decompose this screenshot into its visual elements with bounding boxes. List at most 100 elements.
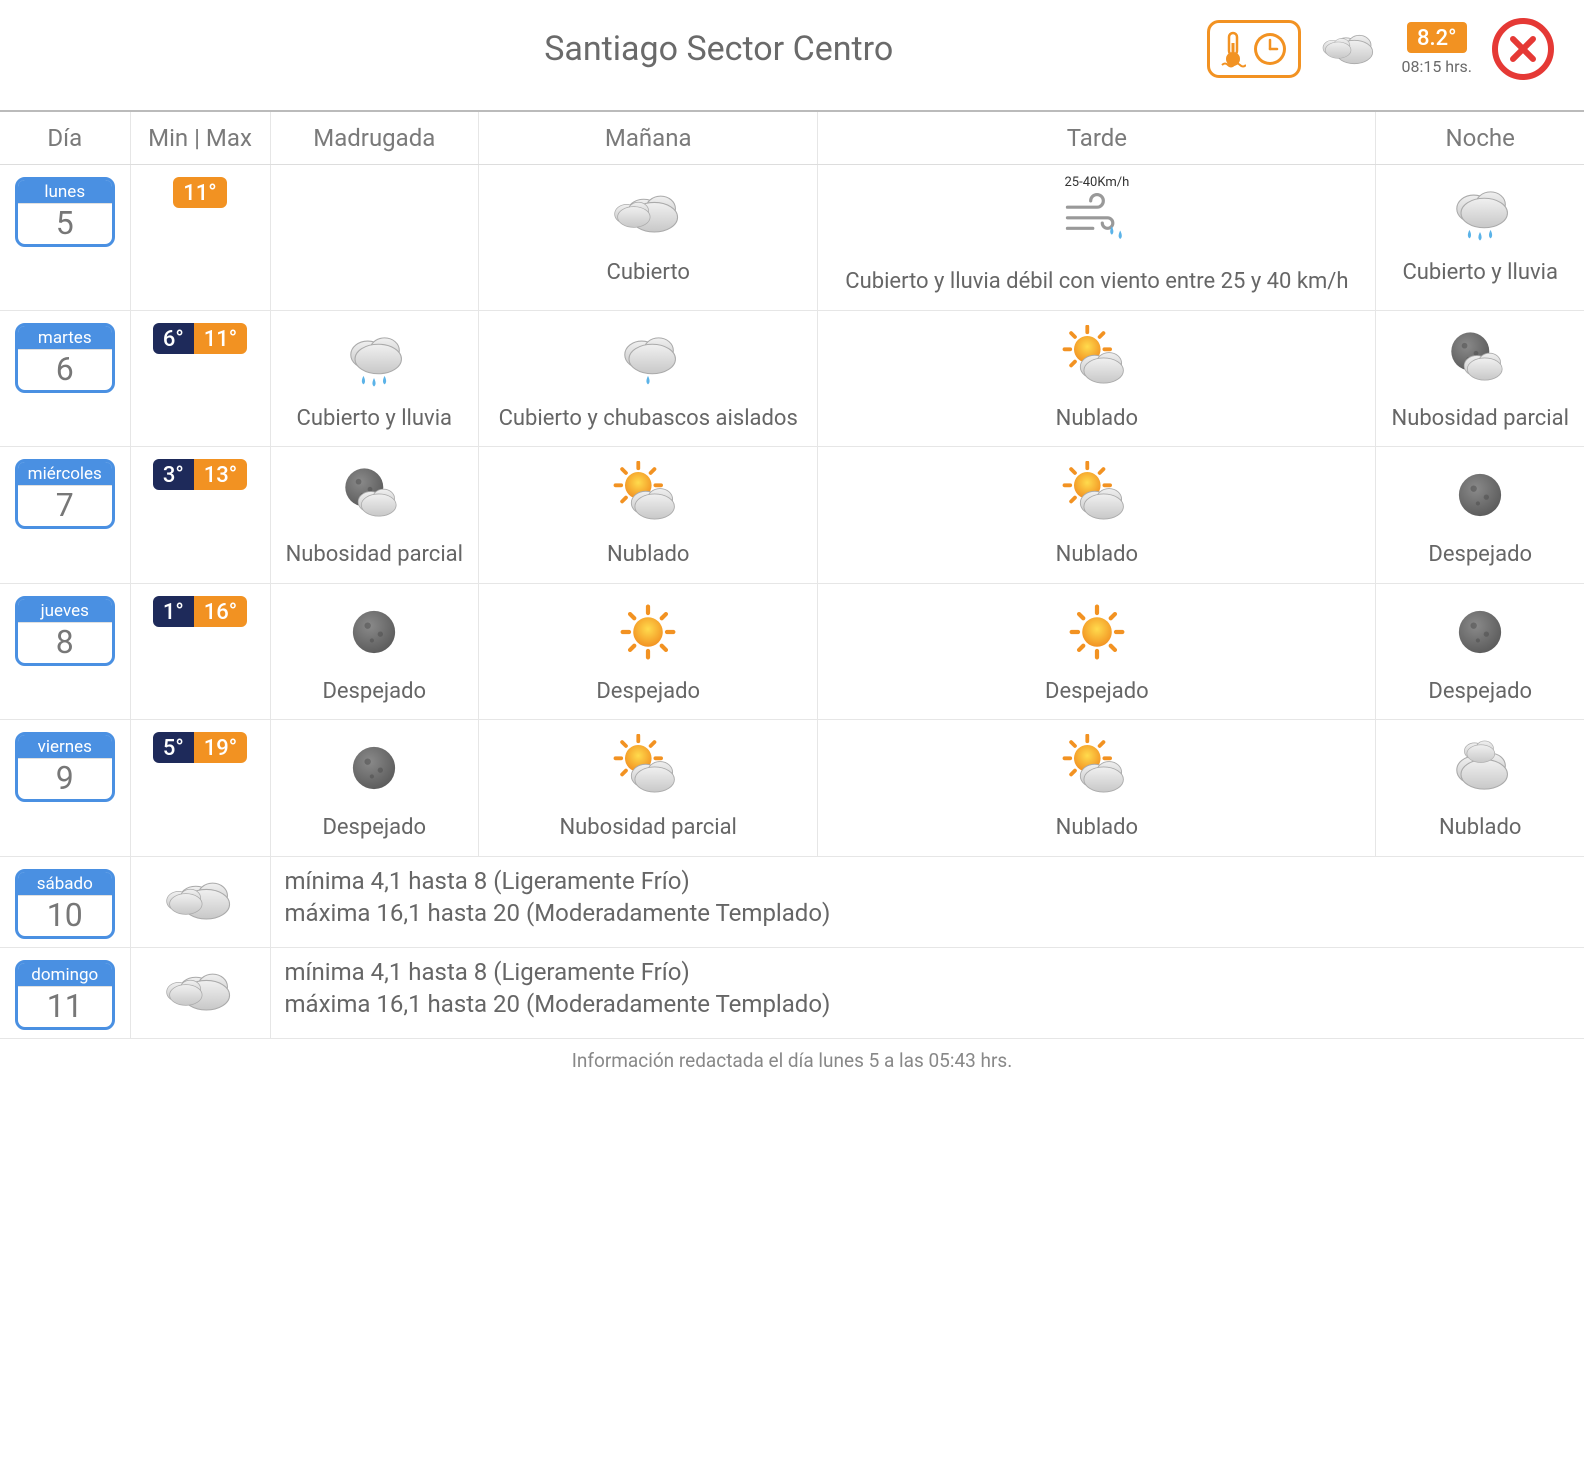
weather-icon (487, 321, 809, 397)
period-label: Despejado (279, 814, 471, 842)
summary-icon-cell (130, 947, 270, 1038)
period-cell: 25-40Km/hCubierto y lluvia débil con vie… (818, 165, 1376, 311)
period-cell: Despejado (818, 583, 1376, 720)
day-badge: sábado 10 (15, 869, 115, 939)
period-label: Cubierto y lluvia débil con viento entre… (826, 268, 1367, 296)
col-header-day: Día (0, 111, 130, 165)
temp-max: 11° (194, 323, 247, 354)
summary-row: sábado 10 mínima 4,1 hasta 8 (Ligerament… (0, 856, 1584, 947)
day-name: domingo (18, 963, 112, 986)
period-cell: Despejado (479, 583, 818, 720)
weather-icon (487, 594, 809, 670)
period-cell: Despejado (1376, 447, 1584, 584)
day-badge: martes 6 (15, 323, 115, 393)
period-label: Despejado (487, 678, 809, 706)
period-label: Nublado (826, 405, 1367, 433)
weather-icon (279, 594, 471, 670)
summary-row: domingo 11 mínima 4,1 hasta 8 (Ligeramen… (0, 947, 1584, 1038)
col-header-minmax: Min | Max (130, 111, 270, 165)
weather-icon (487, 457, 809, 533)
period-cell: Despejado (1376, 583, 1584, 720)
minmax-cell: 5°19° (130, 720, 270, 857)
weather-icon (139, 865, 262, 935)
weather-icon (1384, 175, 1576, 251)
period-cell: Nublado (1376, 720, 1584, 857)
weather-icon (1384, 594, 1576, 670)
minmax-cell: 3°13° (130, 447, 270, 584)
table-header-row: Día Min | Max Madrugada Mañana Tarde Noc… (0, 111, 1584, 165)
weather-icon (279, 730, 471, 806)
minmax-cell: 1°16° (130, 583, 270, 720)
day-number: 7 (18, 485, 112, 526)
period-label: Cubierto y chubascos aislados (487, 405, 809, 433)
period-label: Nublado (826, 541, 1367, 569)
period-cell: Nublado (818, 310, 1376, 447)
day-number: 8 (18, 622, 112, 663)
day-badge: jueves 8 (15, 596, 115, 666)
minmax-cell: 6°11° (130, 310, 270, 447)
day-cell: jueves 8 (0, 583, 130, 720)
temp-max: 16° (194, 596, 247, 627)
summary-icon-cell (130, 856, 270, 947)
period-label: Nubosidad parcial (1384, 405, 1576, 433)
weather-icon (826, 594, 1367, 670)
day-name: lunes (18, 180, 112, 203)
clock-icon (1252, 31, 1288, 67)
thermometer-icon (1220, 29, 1246, 69)
period-cell (270, 165, 479, 311)
summary-text: mínima 4,1 hasta 8 (Ligeramente Frío) má… (270, 856, 1584, 947)
period-label: Cubierto y lluvia (1384, 259, 1576, 287)
period-label: Nubosidad parcial (279, 541, 471, 569)
temp-min: 1° (153, 596, 194, 627)
period-label: Despejado (826, 678, 1367, 706)
period-label: Despejado (279, 678, 471, 706)
col-header-madrugada: Madrugada (270, 111, 479, 165)
current-time: 08:15 hrs. (1401, 57, 1472, 76)
weather-icon (826, 184, 1367, 260)
period-cell: Cubierto y chubascos aislados (479, 310, 818, 447)
weather-icon (487, 175, 809, 251)
header-right: 8.2° 08:15 hrs. (1207, 18, 1554, 80)
temp-max: 11° (173, 177, 226, 208)
period-label: Nubosidad parcial (487, 814, 809, 842)
period-cell: Nubosidad parcial (1376, 310, 1584, 447)
day-number: 10 (18, 895, 112, 936)
summary-line-max: máxima 16,1 hasta 20 (Moderadamente Temp… (285, 988, 1577, 1020)
col-header-noche: Noche (1376, 111, 1584, 165)
forecast-table: Día Min | Max Madrugada Mañana Tarde Noc… (0, 110, 1584, 1039)
temp-min: 5° (153, 732, 194, 763)
day-name: jueves (18, 599, 112, 622)
day-name: sábado (18, 872, 112, 895)
current-temp-value: 8.2° (1407, 22, 1467, 53)
period-label: Despejado (1384, 678, 1576, 706)
period-cell: Despejado (270, 720, 479, 857)
day-cell: miércoles 7 (0, 447, 130, 584)
forecast-row: lunes 5 11° Cubierto 25-40Km/hCubierto y … (0, 165, 1584, 311)
weather-icon (826, 321, 1367, 397)
day-badge: lunes 5 (15, 177, 115, 247)
close-button[interactable] (1492, 18, 1554, 80)
period-label: Nublado (487, 541, 809, 569)
day-cell: viernes 9 (0, 720, 130, 857)
summary-line-min: mínima 4,1 hasta 8 (Ligeramente Frío) (285, 956, 1577, 988)
period-label: Cubierto (487, 259, 809, 287)
day-cell: lunes 5 (0, 165, 130, 311)
summary-text: mínima 4,1 hasta 8 (Ligeramente Frío) má… (270, 947, 1584, 1038)
day-badge: domingo 11 (15, 960, 115, 1030)
thermometer-time-badge[interactable] (1207, 20, 1301, 78)
temp-max: 19° (194, 732, 247, 763)
day-number: 6 (18, 349, 112, 390)
period-label: Cubierto y lluvia (279, 405, 471, 433)
location-title: Santiago Sector Centro (30, 29, 1207, 69)
current-temperature: 8.2° 08:15 hrs. (1401, 22, 1472, 76)
period-cell: Nublado (479, 447, 818, 584)
period-label: Despejado (1384, 541, 1576, 569)
day-badge: miércoles 7 (15, 459, 115, 529)
period-cell: Nublado (818, 447, 1376, 584)
day-cell: martes 6 (0, 310, 130, 447)
col-header-tarde: Tarde (818, 111, 1376, 165)
summary-line-min: mínima 4,1 hasta 8 (Ligeramente Frío) (285, 865, 1577, 897)
temp-min: 6° (153, 323, 194, 354)
forecast-row: jueves 8 1°16° Despejado Despejado Despeja… (0, 583, 1584, 720)
weather-icon (1384, 321, 1576, 397)
